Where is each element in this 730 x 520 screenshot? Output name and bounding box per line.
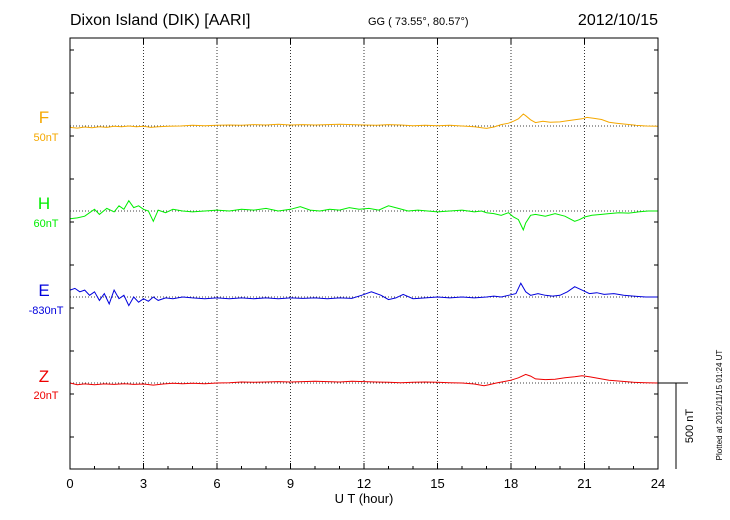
x-axis-label: U T (hour) <box>335 491 394 506</box>
station-title: Dixon Island (DIK) [AARI] <box>70 12 251 29</box>
coordinates-label: GG ( 73.55°, 80.57°) <box>368 16 469 28</box>
series-labels: F 50nT H 60nT E -830nT Z 20nT <box>29 108 64 402</box>
scale-bar: 500 nT <box>658 382 696 469</box>
series-baseline-e: -830nT <box>29 305 64 317</box>
series-group <box>69 113 659 387</box>
series-baseline-h: 60nT <box>33 218 58 230</box>
x-tick-label: 24 <box>651 476 665 491</box>
series-baseline-z: 20nT <box>33 390 58 402</box>
x-tick-label: 15 <box>430 476 444 491</box>
series-name-e: E <box>38 281 49 300</box>
plotted-timestamp: Plotted at 2012/11/15 01:24 UT <box>715 350 724 461</box>
series-baseline-f: 50nT <box>33 132 58 144</box>
series-name-z: Z <box>39 367 49 386</box>
x-tick-label: 18 <box>504 476 518 491</box>
series-line-f <box>69 113 659 129</box>
x-tick-label: 12 <box>357 476 371 491</box>
series-line-z <box>69 373 659 387</box>
grid <box>70 38 658 469</box>
date-label: 2012/10/15 <box>578 12 658 29</box>
scale-bar-label: 500 nT <box>684 409 696 444</box>
series-line-e <box>69 282 658 307</box>
series-name-h: H <box>38 194 50 213</box>
series-name-f: F <box>39 108 49 127</box>
x-tick-label: 9 <box>287 476 294 491</box>
x-tick-label: 6 <box>213 476 220 491</box>
x-axis-ticks: 0 3 6 9 12 15 18 21 24 <box>66 38 665 491</box>
x-tick-label: 21 <box>577 476 591 491</box>
series-line-h <box>69 199 658 232</box>
x-tick-label: 0 <box>66 476 73 491</box>
x-tick-label: 3 <box>140 476 147 491</box>
